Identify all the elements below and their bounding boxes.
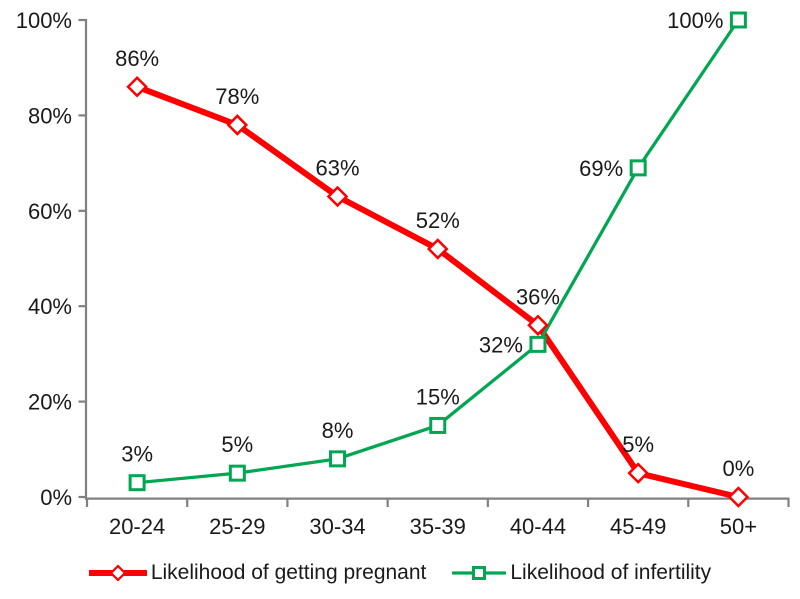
- x-axis-category-label: 30-34: [309, 514, 365, 539]
- legend-item-pregnant: Likelihood of getting pregnant: [88, 561, 427, 585]
- legend-pregnant-line-diamond-icon: [88, 564, 147, 582]
- diamond-marker: [226, 114, 249, 136]
- legend-label-infertility: Likelihood of infertility: [510, 561, 712, 584]
- diamond-marker: [727, 486, 750, 508]
- legend-sample-marker: [109, 564, 127, 582]
- y-axis-tick-label: 20%: [28, 390, 72, 415]
- legend-sample-marker: [472, 566, 487, 580]
- diamond-marker: [326, 185, 349, 208]
- square-marker: [429, 416, 447, 434]
- y-axis-tick-label: 0%: [40, 485, 72, 510]
- x-axis-category-label: 20-24: [109, 514, 165, 539]
- legend-item-infertility: Likelihood of infertility: [452, 561, 711, 585]
- square-marker: [128, 474, 146, 492]
- square-marker: [729, 11, 747, 29]
- diamond-marker: [527, 314, 549, 337]
- data-label: 15%: [416, 384, 460, 409]
- square-marker: [228, 464, 246, 482]
- data-label: 86%: [115, 46, 159, 71]
- x-axis-category-label: 45-49: [610, 514, 666, 539]
- legend-label-pregnant: Likelihood of getting pregnant: [150, 561, 427, 584]
- x-axis-category-label: 50+: [720, 514, 757, 539]
- data-label: 63%: [316, 155, 360, 180]
- y-axis-tick-label: 80%: [28, 103, 72, 128]
- data-label: 5%: [221, 432, 253, 457]
- data-label: 3%: [121, 442, 153, 467]
- chart-legend: Likelihood of getting pregnant Likelihoo…: [0, 556, 800, 590]
- square-marker: [629, 159, 647, 177]
- legend-infertility-line-square-icon: [452, 566, 507, 580]
- y-axis-tick-label: 60%: [28, 199, 72, 224]
- data-label: 5%: [622, 432, 654, 457]
- diamond-marker: [426, 238, 449, 260]
- data-label: 0%: [722, 456, 754, 481]
- data-label: 32%: [479, 332, 523, 357]
- y-axis-tick-label: 40%: [28, 294, 72, 319]
- data-label: 8%: [322, 418, 354, 443]
- x-axis-category-label: 35-39: [410, 514, 466, 539]
- square-marker: [529, 335, 547, 353]
- square-marker: [329, 450, 347, 468]
- x-axis-category-label: 40-44: [510, 514, 566, 539]
- diamond-marker: [627, 462, 649, 484]
- x-axis-category-label: 25-29: [209, 514, 265, 539]
- data-label: 100%: [667, 8, 723, 33]
- data-label: 69%: [579, 156, 623, 181]
- data-label: 78%: [215, 84, 259, 109]
- data-label: 52%: [416, 208, 460, 233]
- data-label: 36%: [516, 284, 560, 309]
- y-axis-tick-label: 100%: [16, 8, 72, 33]
- diamond-marker: [126, 76, 148, 98]
